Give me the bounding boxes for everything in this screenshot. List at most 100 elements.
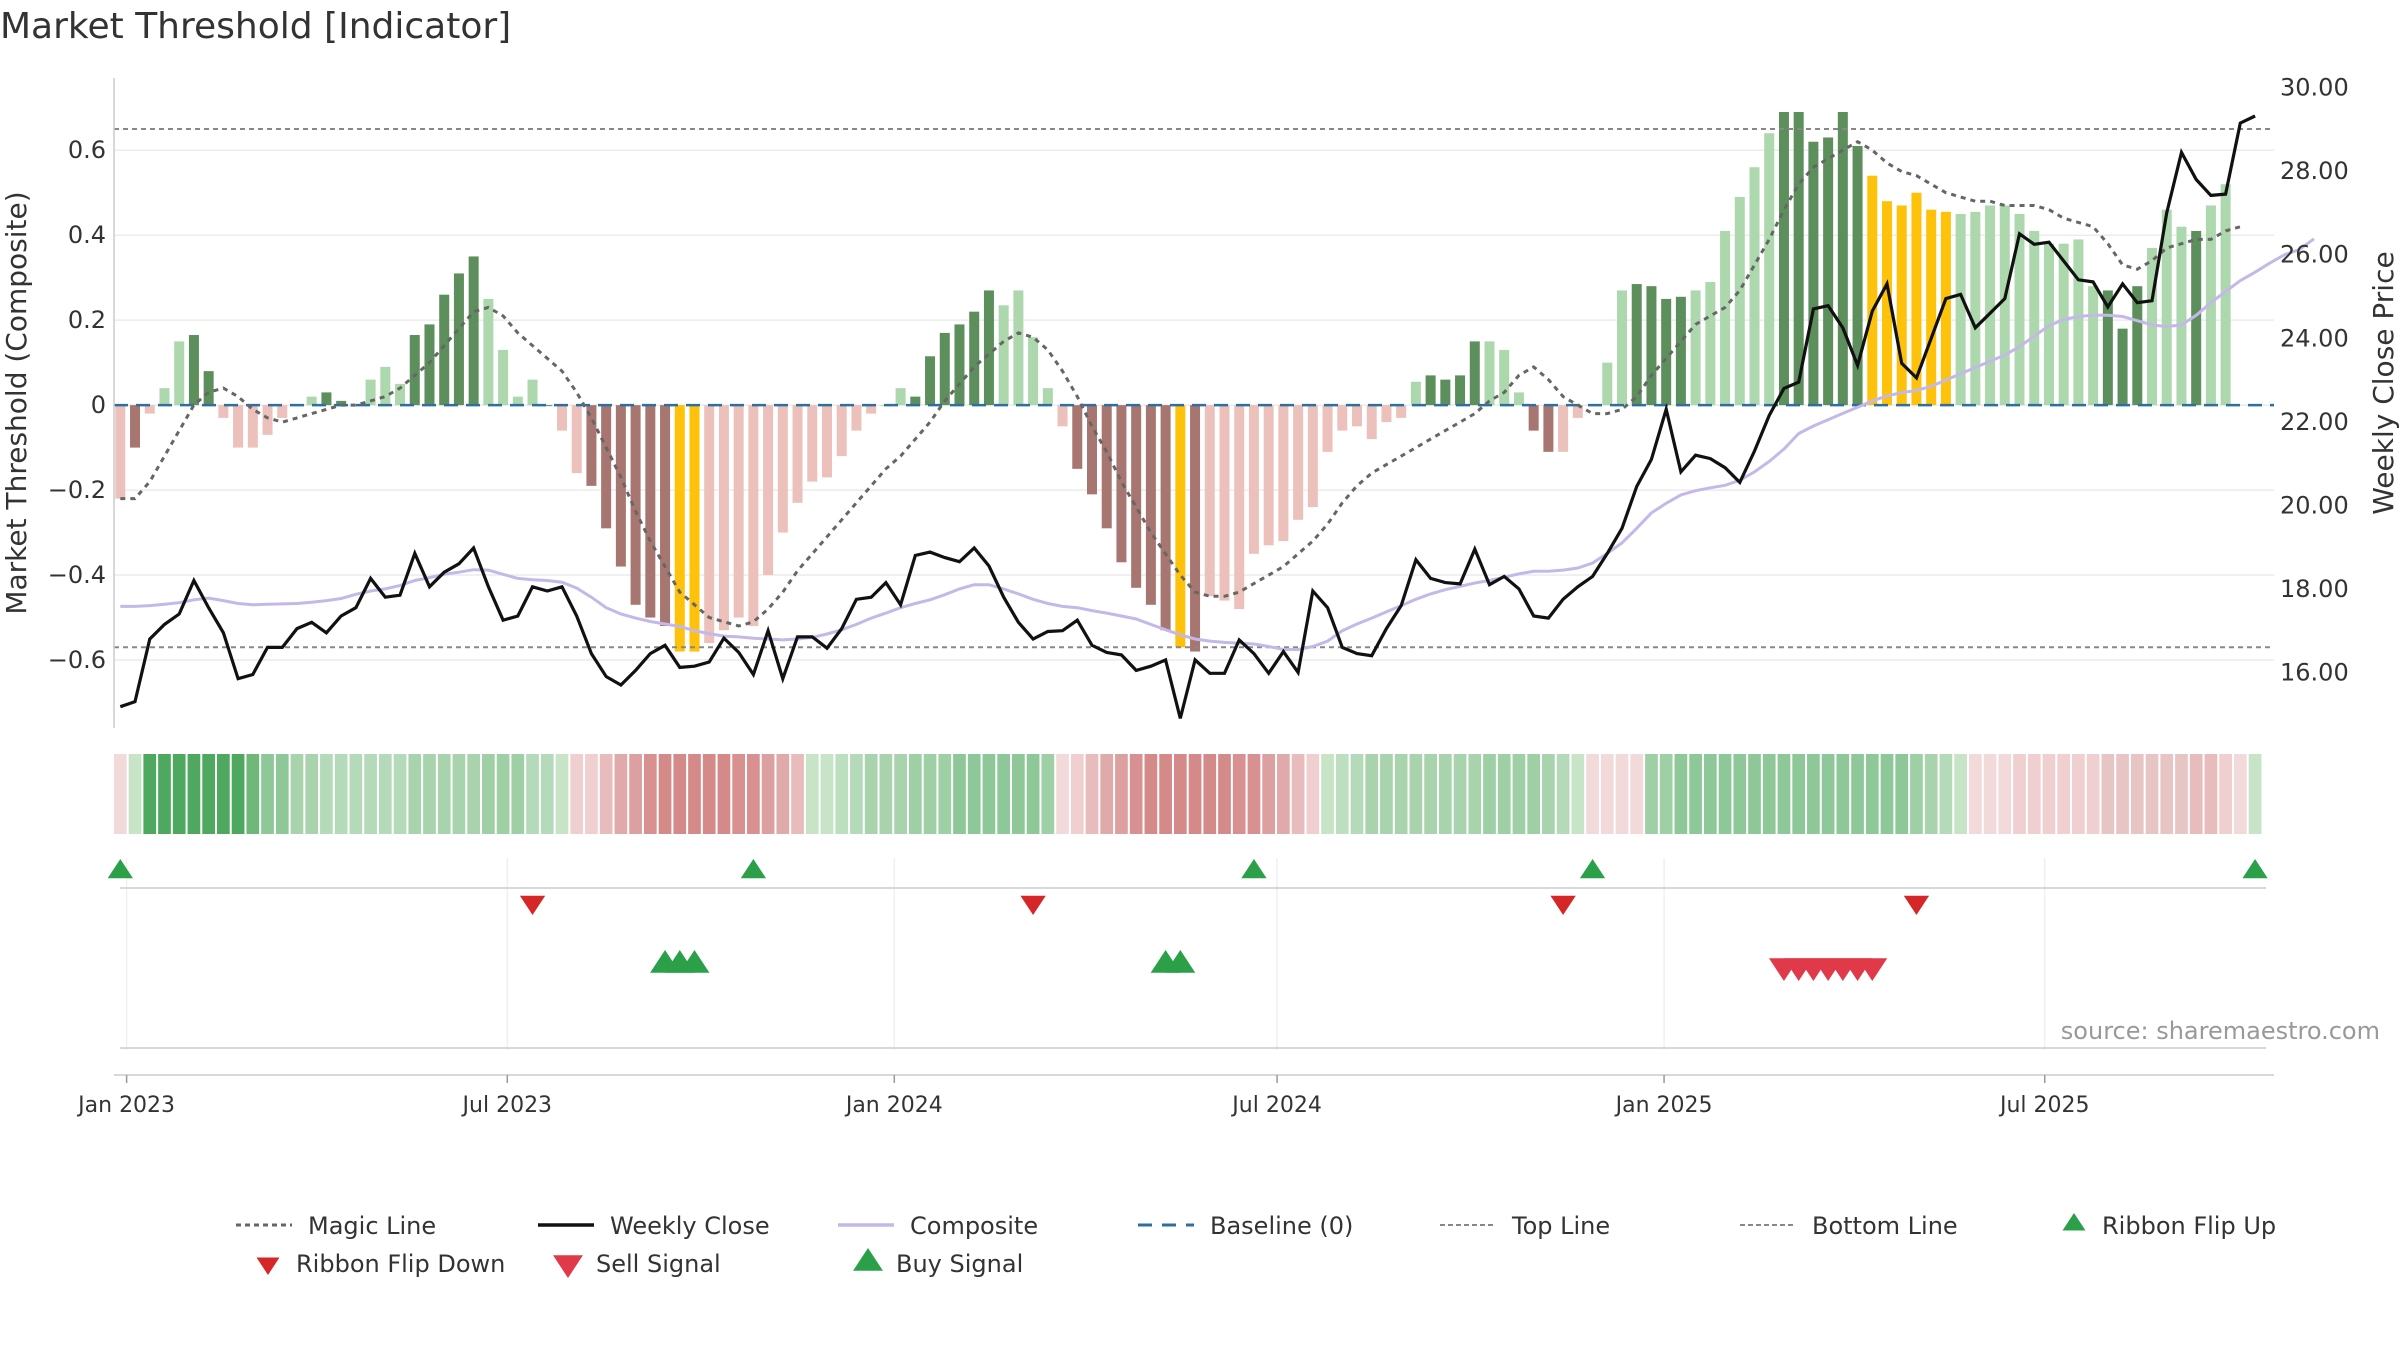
ribbon-segment	[2175, 754, 2188, 834]
ribbon-segment	[1968, 754, 1982, 834]
ribbon-segment	[1277, 754, 1290, 834]
ribbon-segment	[1615, 754, 1629, 834]
ribbon-segment	[393, 754, 407, 834]
ribbon-segment	[2233, 754, 2247, 834]
composite-bar	[483, 298, 494, 406]
signal-markers	[107, 858, 2268, 1050]
legend-item: Baseline (0)	[1138, 1212, 1353, 1240]
composite-bar	[1307, 405, 1318, 508]
ribbon-segment	[2086, 754, 2100, 834]
ribbon-segment	[908, 754, 922, 834]
y2-tick-label: 24.00	[2280, 324, 2349, 352]
legend-item: Bottom Line	[1740, 1212, 1958, 1240]
composite-bar	[395, 383, 406, 406]
composite-bar	[262, 405, 273, 435]
composite-bar	[2117, 328, 2128, 406]
ribbon-segment	[1159, 754, 1172, 834]
composite-bar	[939, 332, 950, 406]
composite-bar	[439, 294, 450, 406]
ribbon-segment	[850, 754, 863, 834]
ribbon-segment	[1497, 754, 1511, 834]
ribbon-flip-up-marker	[107, 859, 133, 879]
composite-bar	[1396, 405, 1407, 418]
ribbon-segment	[305, 754, 319, 834]
legend-label: Sell Signal	[596, 1250, 721, 1278]
ribbon-flip-up-marker	[740, 859, 767, 879]
composite-bar	[424, 324, 435, 406]
ribbon-segment	[540, 754, 554, 834]
ribbon-segment	[1748, 754, 1761, 834]
composite-bar	[733, 405, 744, 618]
composite-bar	[615, 405, 626, 567]
ribbon-segment	[1527, 754, 1541, 834]
x-axis: Jan 2023 Jul 2023 Jan 2024 Jul 2024 Jan 2025…	[76, 1074, 2274, 1118]
ribbon-segment	[2145, 754, 2159, 834]
ribbon-segment	[1173, 754, 1187, 834]
ribbon-segment	[2160, 754, 2174, 834]
ribbon-segment	[202, 754, 216, 834]
ribbon-segment	[923, 754, 937, 834]
composite-bar	[1911, 192, 1922, 406]
composite-bar	[498, 349, 509, 406]
composite-bar	[1720, 230, 1731, 406]
composite-bar	[1558, 405, 1569, 452]
ribbon-segment	[1924, 754, 1938, 834]
ribbon-segment	[1247, 754, 1261, 834]
composite-bar	[1852, 145, 1863, 406]
ribbon-segment	[1777, 754, 1791, 834]
legend-label: Magic Line	[308, 1212, 436, 1240]
composite-bar	[1572, 405, 1583, 418]
ribbon-segment	[1380, 754, 1393, 834]
legend-item: Sell Signal	[553, 1250, 721, 1278]
composite-bar	[453, 273, 464, 406]
ribbon-segment	[2042, 754, 2056, 834]
composite-bar	[866, 405, 877, 414]
composite-bar	[2161, 209, 2172, 406]
ribbon-segment	[2027, 754, 2041, 834]
composite-bar	[233, 405, 244, 448]
ribbon-segment	[747, 754, 760, 834]
ribbon-segment	[2130, 754, 2144, 834]
composite-bar	[983, 290, 994, 406]
legend-item: Composite	[838, 1212, 1038, 1240]
composite-bar	[1499, 349, 1510, 406]
composite-bar	[674, 405, 685, 652]
ribbon-segment	[732, 754, 746, 834]
ribbon-segment	[1821, 754, 1835, 834]
ribbon-segment	[496, 754, 510, 834]
composite-bar	[763, 405, 774, 576]
legend-item: Weekly Close	[538, 1212, 770, 1240]
composite-bar	[895, 388, 906, 406]
ribbon-segment	[820, 754, 834, 834]
composite-bar	[1028, 337, 1039, 406]
composite-bar	[836, 405, 847, 457]
composite-bar	[2205, 205, 2216, 406]
ribbon-segment	[1056, 754, 1069, 834]
ribbon-segment	[1836, 754, 1850, 834]
ribbon-segment	[673, 754, 687, 834]
legend-label: Ribbon Flip Down	[296, 1250, 505, 1278]
x-tick-label: Jan 2024	[844, 1093, 943, 1118]
ribbon-segment	[217, 754, 230, 834]
composite-bar	[1867, 175, 1878, 406]
ribbon-segment	[320, 754, 333, 834]
composite-bar	[586, 405, 597, 486]
composite-bar	[1764, 133, 1775, 406]
composite-bar	[1808, 141, 1819, 406]
sell-signal-marker	[1857, 958, 1888, 981]
ribbon-segment	[246, 754, 260, 834]
composite-bar	[2176, 226, 2187, 406]
ribbon-flip-down-marker	[1020, 895, 1046, 915]
legend-label: Composite	[910, 1212, 1038, 1240]
composite-bar	[777, 405, 788, 533]
composite-bar	[130, 405, 141, 448]
legend-item: Magic Line	[236, 1212, 436, 1240]
composite-bar	[1086, 405, 1097, 495]
ribbon-flip-up-marker	[1241, 859, 1267, 879]
ribbon-segment	[1409, 754, 1423, 834]
y2-tick-label: 20.00	[2280, 491, 2349, 519]
y-tick-label: 0.4	[68, 221, 106, 249]
ribbon-segment	[2057, 754, 2071, 834]
ribbon-segment	[437, 754, 451, 834]
composite-bar	[1484, 341, 1495, 406]
